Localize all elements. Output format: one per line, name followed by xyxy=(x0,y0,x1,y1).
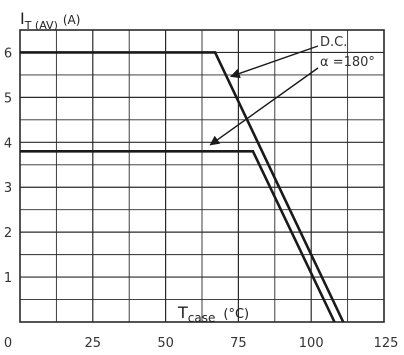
y-tick-label: 4 xyxy=(4,136,12,151)
x-tick-label: 50 xyxy=(157,336,174,351)
series-line xyxy=(20,51,345,323)
x-tick-label: 0 xyxy=(4,336,12,351)
y-tick-label: 2 xyxy=(4,226,12,241)
chart-curves xyxy=(20,51,345,323)
chart-ticks: 0 25 50 75 100 125 1 2 3 4 5 6 xyxy=(4,46,399,351)
y-axis-label: IT (AV) (A) xyxy=(20,9,80,32)
chart-annotations: D.C. α =180° xyxy=(209,35,375,146)
y-tick-label: 3 xyxy=(4,181,12,196)
x-tick-label: 125 xyxy=(374,336,399,351)
y-tick-label: 1 xyxy=(4,271,12,286)
x-axis-label: Tcase (°C) xyxy=(177,303,249,325)
ac-leader-arrow xyxy=(209,67,319,146)
series-line xyxy=(20,149,336,323)
y-tick-label: 5 xyxy=(4,91,12,106)
x-tick-label: 75 xyxy=(230,336,247,351)
y-tick-label: 6 xyxy=(4,46,12,61)
dc-leader-arrow xyxy=(229,45,319,79)
x-tick-label: 25 xyxy=(85,336,102,351)
chart-grid xyxy=(19,29,385,323)
dc-annotation-label: D.C. xyxy=(320,35,347,50)
ac-annotation-label: α =180° xyxy=(320,55,375,70)
x-tick-label: 100 xyxy=(299,336,324,351)
